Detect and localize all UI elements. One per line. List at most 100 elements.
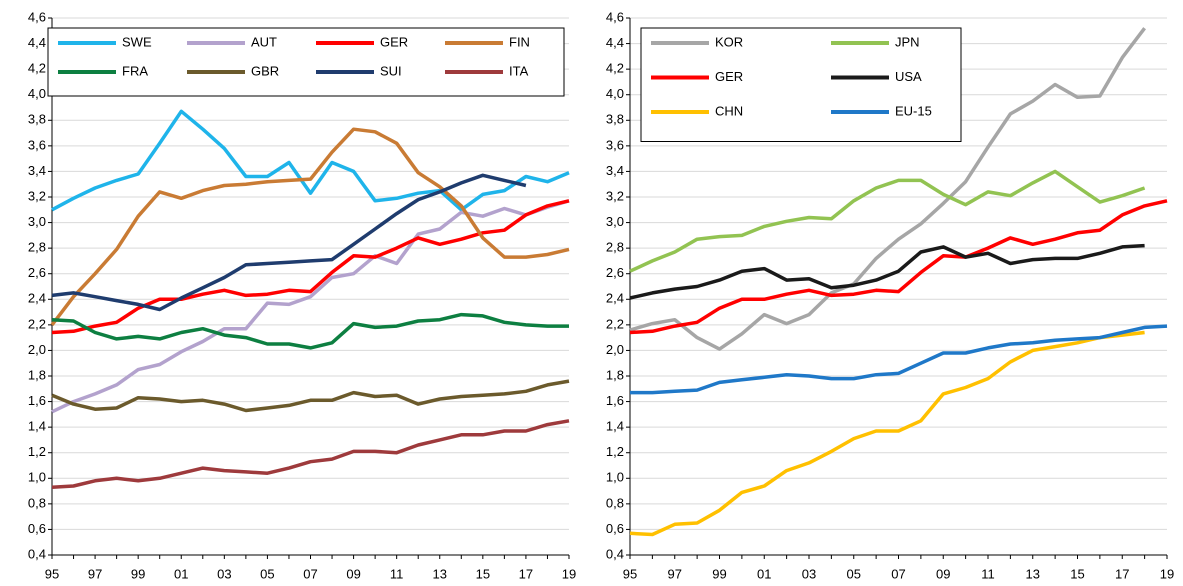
y-tick-label: 1,4 [606, 419, 624, 434]
y-tick-label: 4,2 [28, 61, 46, 76]
x-tick-label: 17 [1115, 566, 1129, 581]
y-tick-label: 0,6 [606, 521, 624, 536]
y-tick-label: 0,4 [606, 546, 624, 561]
y-tick-label: 2,4 [606, 291, 624, 306]
y-tick-label: 0,6 [28, 521, 46, 536]
y-tick-label: 1,2 [28, 444, 46, 459]
x-tick-label: 11 [390, 566, 404, 581]
y-tick-label: 4,0 [28, 86, 46, 101]
x-tick-label: 05 [847, 566, 861, 581]
y-tick-label: 1,0 [28, 470, 46, 485]
y-tick-label: 3,4 [606, 163, 624, 178]
y-tick-label: 3,8 [606, 112, 624, 127]
x-tick-label: 03 [802, 566, 816, 581]
y-tick-label: 4,6 [28, 9, 46, 24]
legend-label: CHN [715, 103, 743, 118]
legend-label: GBR [251, 63, 279, 78]
y-tick-label: 2,6 [606, 265, 624, 280]
series-line [630, 324, 1168, 395]
series-line [629, 27, 1146, 351]
y-tick-label: 2,2 [28, 316, 46, 331]
x-tick-label: 11 [981, 566, 995, 581]
legend-label: SWE [122, 34, 152, 49]
y-tick-label: 2,8 [28, 240, 46, 255]
y-tick-label: 1,0 [606, 470, 624, 485]
x-tick-label: 17 [519, 566, 533, 581]
legend-label: ITA [509, 63, 529, 78]
series-line [629, 169, 1146, 273]
y-tick-label: 4,2 [606, 61, 624, 76]
y-tick-label: 1,8 [606, 367, 624, 382]
y-tick-label: 0,4 [28, 546, 46, 561]
series-line [629, 199, 1168, 335]
legend-label: FRA [122, 63, 148, 78]
series-line [51, 109, 570, 212]
x-tick-label: 19 [1160, 566, 1174, 581]
y-tick-label: 3,6 [28, 137, 46, 152]
x-tick-label: 01 [757, 566, 771, 581]
y-tick-label: 2,0 [28, 342, 46, 357]
legend-label: SUI [380, 63, 402, 78]
legend-label: GER [715, 69, 743, 84]
y-tick-label: 2,4 [28, 291, 46, 306]
series-line [629, 243, 1145, 300]
y-tick-label: 4,4 [28, 35, 46, 50]
x-tick-label: 15 [1070, 566, 1084, 581]
legend-label: FIN [509, 34, 530, 49]
y-tick-label: 3,4 [28, 163, 46, 178]
legend-label: JPN [895, 34, 920, 49]
x-tick-label: 01 [174, 566, 188, 581]
x-tick-label: 99 [712, 566, 726, 581]
series-line [51, 199, 570, 414]
y-tick-label: 3,0 [28, 214, 46, 229]
x-tick-label: 07 [891, 566, 905, 581]
y-tick-label: 4,0 [606, 86, 624, 101]
x-tick-label: 13 [433, 566, 447, 581]
y-tick-label: 3,8 [28, 112, 46, 127]
y-tick-label: 1,6 [606, 393, 624, 408]
y-tick-label: 4,6 [606, 9, 624, 24]
x-tick-label: 13 [1026, 566, 1040, 581]
series-line [51, 199, 570, 335]
legend-box [47, 27, 565, 97]
series-line [51, 379, 570, 413]
y-tick-label: 4,4 [606, 35, 624, 50]
legend-label: KOR [715, 34, 743, 49]
y-tick-label: 1,8 [28, 367, 46, 382]
y-tick-label: 2,8 [606, 240, 624, 255]
legend-label: AUT [251, 34, 277, 49]
x-tick-label: 03 [217, 566, 231, 581]
y-tick-label: 3,0 [606, 214, 624, 229]
y-tick-label: 3,6 [606, 137, 624, 152]
y-tick-label: 1,4 [28, 419, 46, 434]
x-tick-label: 09 [936, 566, 950, 581]
series-line [50, 127, 570, 326]
legend-label: GER [380, 34, 408, 49]
x-tick-label: 15 [476, 566, 490, 581]
y-tick-label: 1,2 [606, 444, 624, 459]
y-tick-label: 3,2 [28, 188, 46, 203]
x-tick-label: 99 [131, 566, 145, 581]
series-line [51, 173, 527, 312]
y-tick-label: 2,2 [606, 316, 624, 331]
x-tick-label: 95 [45, 566, 59, 581]
legend-label: USA [895, 69, 922, 84]
legend-box [640, 27, 962, 142]
x-tick-label: 07 [303, 566, 317, 581]
x-tick-label: 97 [668, 566, 682, 581]
y-tick-label: 2,0 [606, 342, 624, 357]
series-line [629, 330, 1145, 537]
y-tick-label: 1,6 [28, 393, 46, 408]
series-line [51, 419, 570, 489]
x-tick-label: 05 [260, 566, 274, 581]
x-tick-label: 97 [88, 566, 102, 581]
x-tick-label: 09 [346, 566, 360, 581]
series-line [51, 312, 569, 350]
legend-label: EU-15 [895, 103, 932, 118]
y-tick-label: 0,8 [606, 495, 624, 510]
y-tick-label: 0,8 [28, 495, 46, 510]
x-tick-label: 19 [562, 566, 576, 581]
x-tick-label: 95 [623, 566, 637, 581]
y-tick-label: 3,2 [606, 188, 624, 203]
